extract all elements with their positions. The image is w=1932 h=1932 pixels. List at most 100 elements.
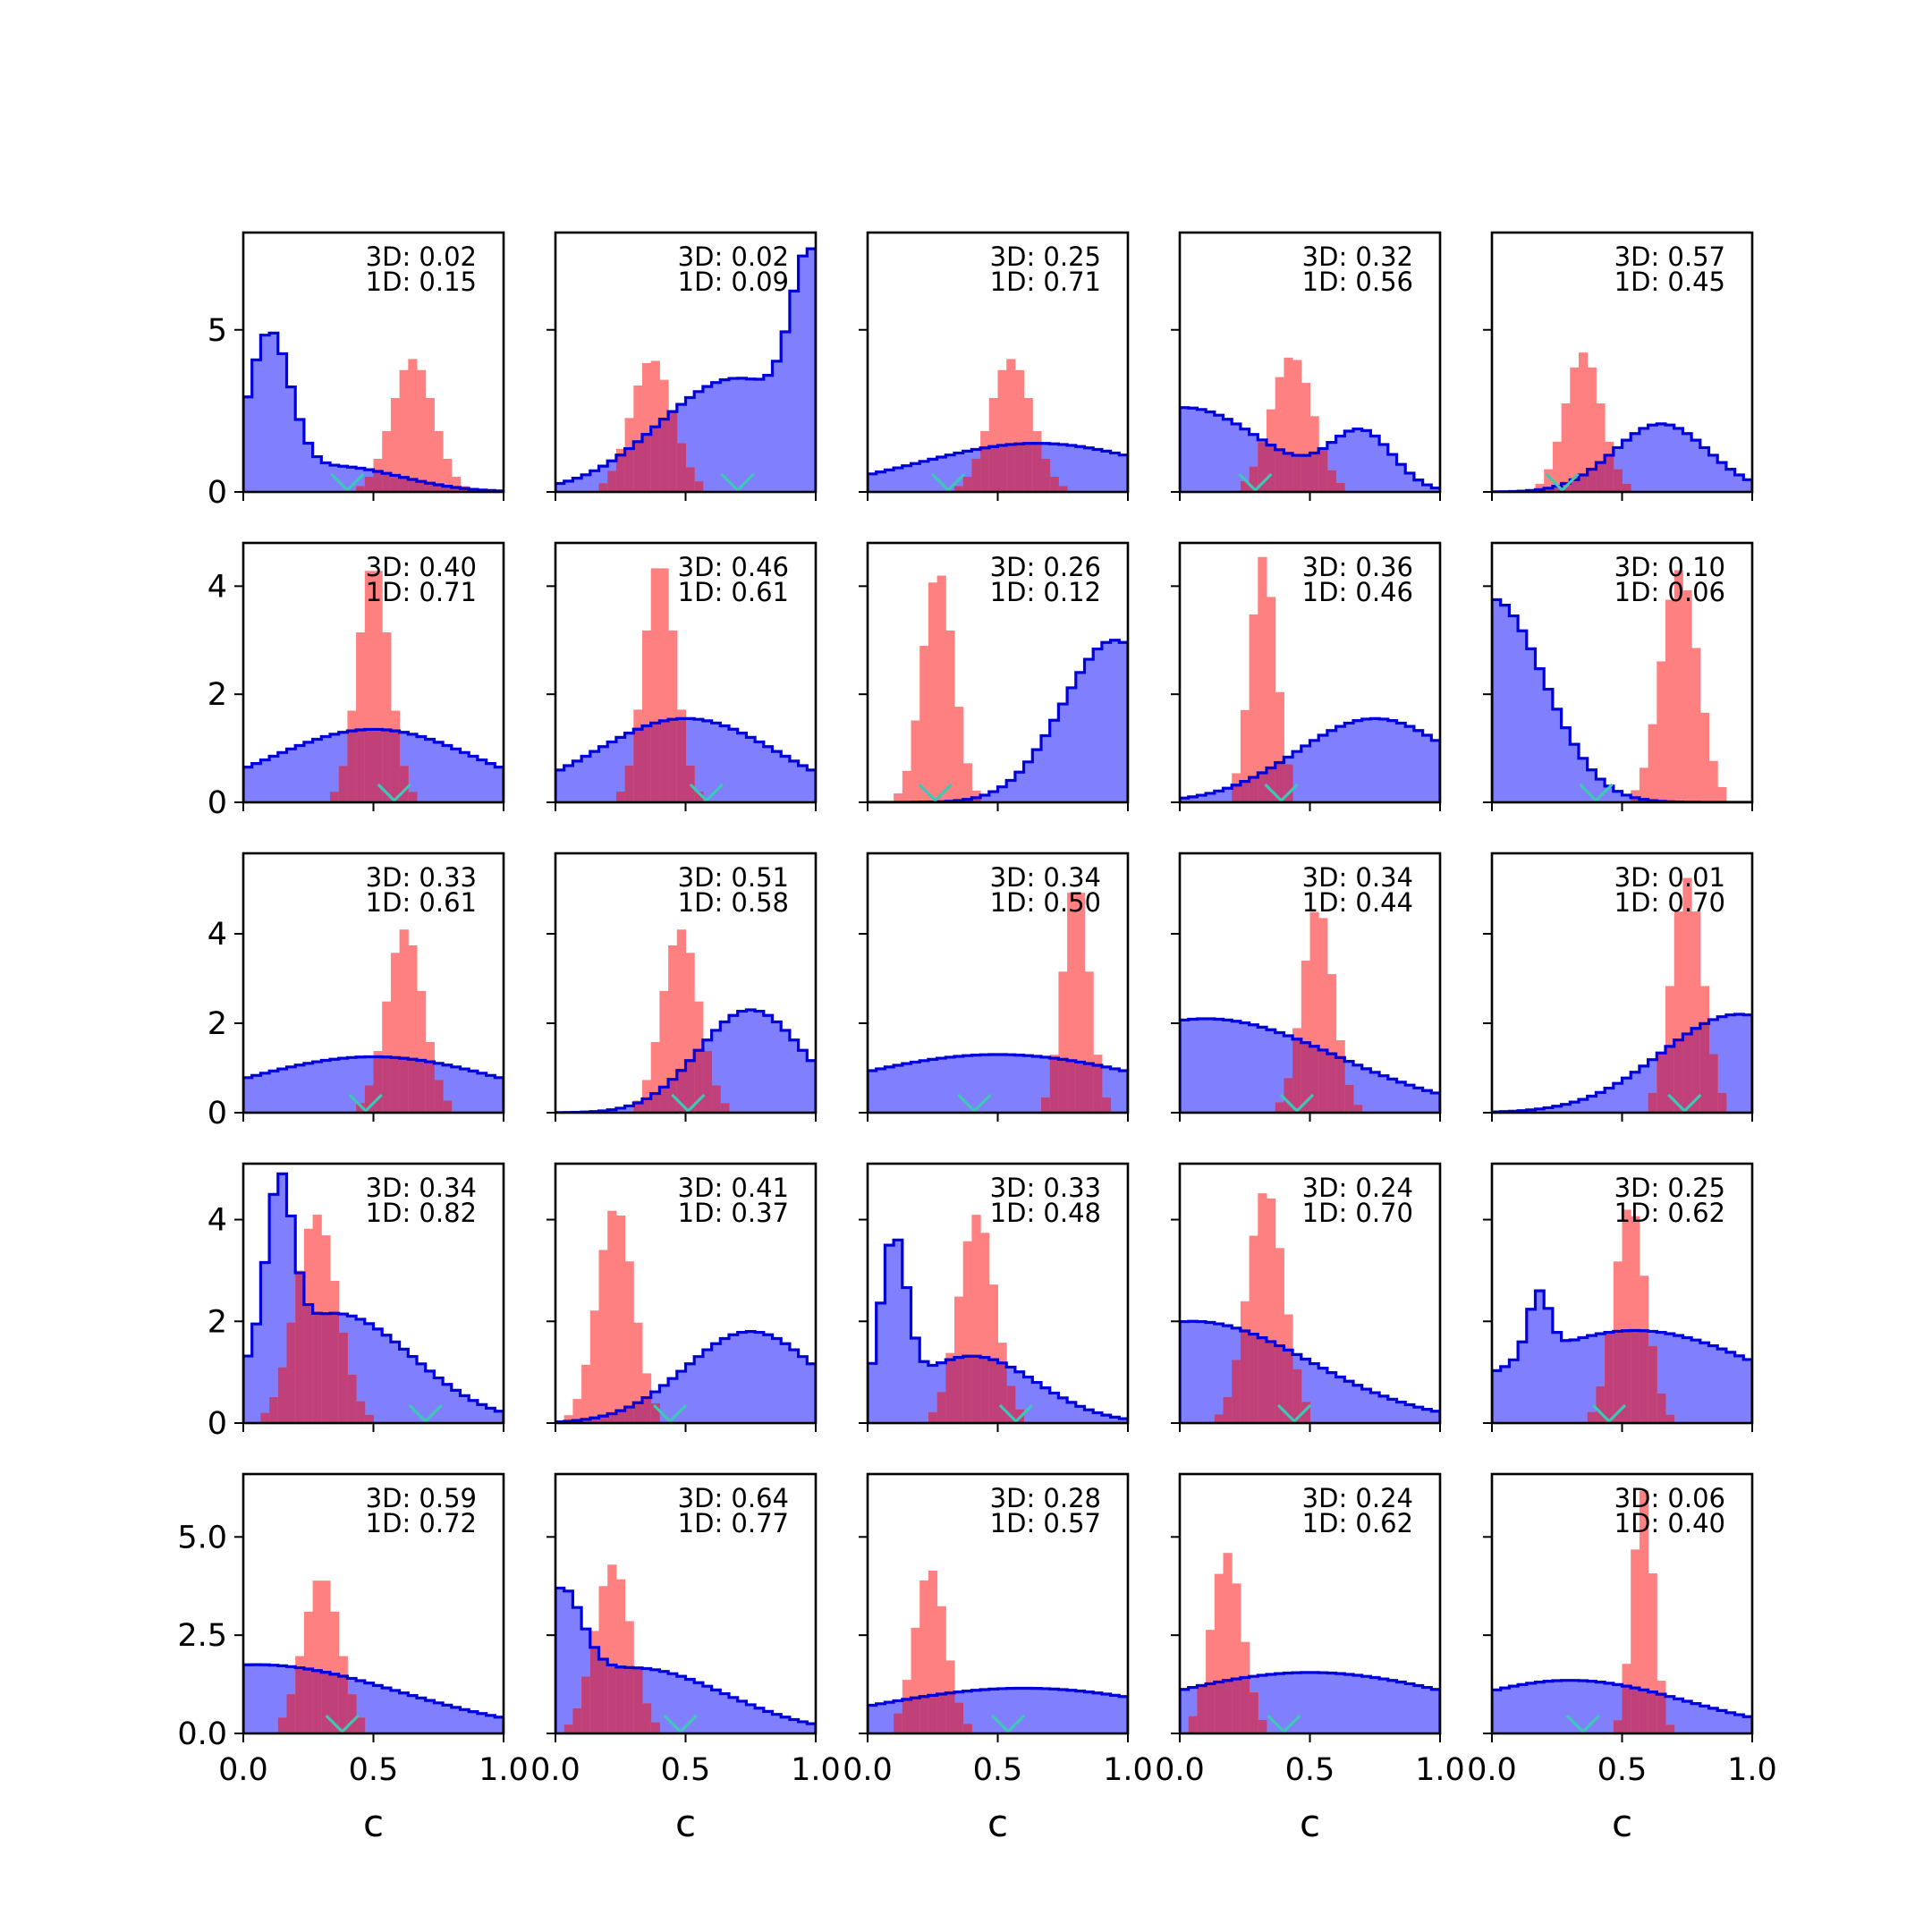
blue-bar	[1379, 1395, 1389, 1423]
red-bar	[382, 430, 392, 492]
y-tick-label: 0.0	[177, 1716, 227, 1752]
blue-bar	[443, 1064, 453, 1113]
annotation-3d: 3D: 0.34	[990, 862, 1101, 893]
blue-bar	[702, 1350, 713, 1423]
annotation-1d: 1D: 0.15	[366, 267, 477, 297]
blue-bar	[1101, 642, 1112, 802]
x-tick-label: 0.0	[218, 1752, 268, 1788]
plot-area	[243, 331, 504, 492]
overlap-bar	[1631, 1688, 1640, 1733]
annotation-3d: 3D: 0.28	[990, 1483, 1101, 1513]
x-tick-label: 1.0	[479, 1752, 529, 1788]
blue-bar	[330, 733, 340, 802]
red-bar	[1648, 1573, 1657, 1733]
blue-bar	[928, 1059, 938, 1113]
blue-bar	[763, 1335, 773, 1423]
blue-bar	[1275, 1674, 1284, 1733]
blue-bar	[417, 1698, 427, 1733]
blue-bar	[885, 1066, 894, 1113]
blue-bar	[737, 733, 747, 802]
blue-step-outline	[868, 1238, 1128, 1423]
blue-bar	[1500, 1688, 1510, 1733]
overlap-bar	[650, 1093, 660, 1113]
red-bar	[434, 430, 444, 492]
overlap-bar	[1344, 1084, 1354, 1113]
blue-bar	[364, 1056, 374, 1113]
blue-bar	[277, 353, 287, 492]
blue-bar	[356, 1318, 366, 1423]
plot-area	[1492, 1209, 1752, 1423]
blue-bar	[720, 1693, 730, 1733]
red-bar	[451, 477, 461, 492]
red-bar	[988, 1284, 998, 1423]
blue-bar	[417, 1363, 427, 1423]
annotation-3d: 3D: 0.33	[990, 1173, 1101, 1203]
blue-bar	[443, 1705, 453, 1733]
blue-step-outline	[555, 1008, 816, 1113]
blue-bar	[1301, 1359, 1310, 1423]
red-bar	[1708, 760, 1718, 802]
blue-bar	[772, 1021, 782, 1113]
blue-bar	[746, 737, 756, 802]
annotation-1d: 1D: 0.58	[678, 887, 789, 918]
blue-bar	[486, 1075, 496, 1113]
overlap-bar	[1023, 443, 1033, 492]
blue-bar	[1197, 409, 1207, 492]
blue-bar	[1370, 1677, 1380, 1733]
blue-bar	[876, 1068, 886, 1113]
blue-bar	[876, 1302, 886, 1423]
blue-bar	[997, 1688, 1007, 1733]
blue-bar	[746, 1331, 756, 1423]
overlap-bar	[615, 1666, 626, 1733]
overlap-bar	[1657, 1054, 1666, 1113]
blue-bar	[1049, 1393, 1059, 1423]
red-bar	[911, 1627, 920, 1733]
blue-bar	[1535, 668, 1545, 802]
blue-bar	[1379, 718, 1389, 802]
blue-bar	[1699, 1706, 1709, 1733]
blue-bar	[1622, 1078, 1631, 1113]
annotation-3d: 3D: 0.32	[1302, 242, 1413, 272]
overlap-bar	[954, 486, 964, 492]
overlap-bar	[1665, 1724, 1675, 1733]
y-tick-label: 2	[208, 1006, 227, 1042]
red-bar	[1214, 1573, 1224, 1733]
blue-bar	[1379, 444, 1389, 492]
annotation-1d: 1D: 0.77	[678, 1508, 789, 1538]
blue-bar	[911, 1062, 920, 1113]
annotation-3d: 3D: 0.06	[1614, 1483, 1725, 1513]
overlap-bar	[633, 441, 643, 492]
overlap-bar	[1258, 442, 1267, 492]
blue-bar	[1041, 1387, 1051, 1423]
red-bar	[650, 1041, 660, 1113]
blue-bar	[737, 1011, 747, 1113]
blue-step-outline	[243, 1055, 504, 1113]
blue-bar	[1622, 440, 1631, 492]
overlap-bar	[1691, 1028, 1701, 1113]
blue-bar	[1561, 1340, 1571, 1423]
red-bar	[997, 369, 1007, 492]
blue-bar	[434, 1702, 444, 1733]
blue-bar	[1023, 761, 1033, 802]
blue-bar	[1413, 1685, 1424, 1733]
y-tick-label: 2	[208, 1304, 227, 1340]
blue-bar	[1579, 1337, 1589, 1423]
blue-step-outline	[868, 1053, 1128, 1113]
annotation-1d: 1D: 0.72	[366, 1508, 477, 1538]
y-tick-label: 5	[208, 313, 227, 349]
overlap-bar	[971, 1356, 981, 1423]
overlap-bar	[1301, 1402, 1310, 1423]
overlap-bar	[425, 483, 435, 492]
red-bar	[928, 582, 938, 802]
overlap-bar	[928, 1411, 938, 1423]
blue-bar	[807, 1724, 816, 1733]
blue-bar	[702, 386, 713, 492]
red-bar	[373, 571, 383, 802]
red-bar	[1552, 441, 1563, 492]
marker	[652, 1403, 688, 1423]
blue-bar	[1405, 1085, 1415, 1113]
blue-bar	[650, 1669, 660, 1733]
blue-bar	[243, 1077, 253, 1113]
